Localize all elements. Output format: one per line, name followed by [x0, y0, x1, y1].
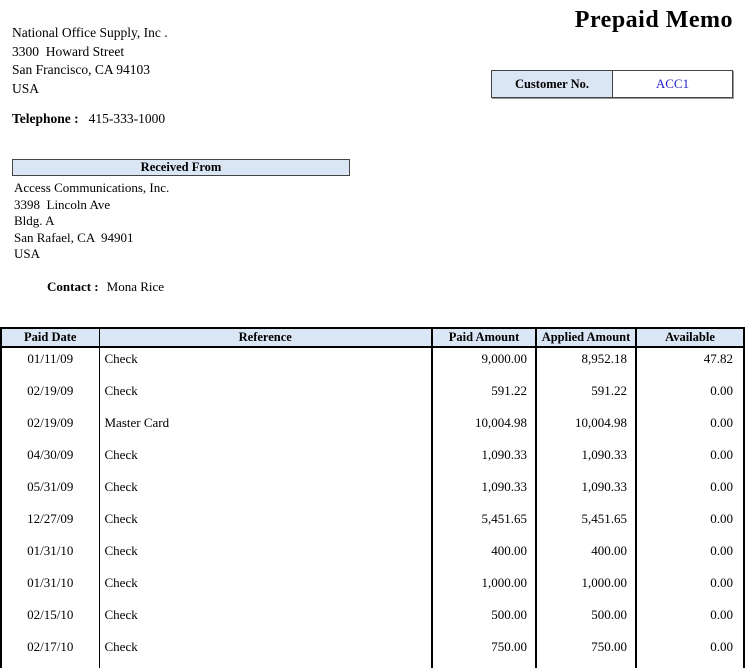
- available-cell: 0.00: [635, 380, 745, 412]
- applied-amount-cell: 591.22: [535, 380, 636, 412]
- paid-amount-cell: 1,090.33: [431, 476, 536, 508]
- paid-date-cell: 01/31/10: [0, 572, 99, 604]
- available-cell: 0.00: [635, 444, 745, 476]
- paid-amount-cell: 10,004.98: [431, 412, 536, 444]
- customer-number-box: Customer No. ACC1: [491, 70, 733, 98]
- table-row: 01/11/09 Check 9,000.00 8,952.18 47.82: [0, 347, 745, 380]
- available-cell: 0.00: [635, 508, 745, 540]
- contact-label: Contact :: [47, 279, 99, 294]
- received-from-address-line2: Bldg. A: [14, 213, 55, 228]
- contact-value: Mona Rice: [106, 279, 165, 294]
- company-address-line1: 3300 Howard Street: [12, 43, 125, 59]
- received-from-address-line3: San Rafael, CA 94901: [14, 229, 134, 245]
- company-telephone-label: Telephone :: [12, 111, 79, 126]
- reference-cell: Check: [98, 444, 432, 476]
- payments-table: Paid Date Reference Paid Amount Applied …: [0, 327, 745, 668]
- column-header-applied-amount: Applied Amount: [535, 327, 636, 348]
- company-telephone-value: 415-333-1000: [88, 111, 166, 126]
- company-address-block: National Office Supply, Inc . 3300 Howar…: [12, 24, 168, 98]
- page-title: Prepaid Memo: [574, 7, 733, 33]
- reference-cell: Check: [98, 380, 432, 412]
- reference-cell: Check: [98, 347, 432, 380]
- table-row: 02/17/10 Check 750.00 750.00 0.00: [0, 636, 745, 668]
- paid-date-cell: 05/31/09: [0, 476, 99, 508]
- column-header-paid-date: Paid Date: [0, 327, 99, 348]
- table-header-row: Paid Date Reference Paid Amount Applied …: [0, 327, 745, 348]
- applied-amount-cell: 500.00: [535, 604, 636, 636]
- table-row: 04/30/09 Check 1,090.33 1,090.33 0.00: [0, 444, 745, 476]
- available-cell: 0.00: [635, 540, 745, 572]
- paid-amount-cell: 750.00: [431, 636, 536, 668]
- applied-amount-cell: 400.00: [535, 540, 636, 572]
- paid-amount-cell: 9,000.00: [431, 347, 536, 380]
- received-from-contact: Contact : Mona Rice: [34, 263, 173, 313]
- reference-cell: Check: [98, 572, 432, 604]
- column-header-reference: Reference: [98, 327, 432, 348]
- paid-amount-cell: 591.22: [431, 380, 536, 412]
- company-address-line2: San Francisco, CA 94103: [12, 62, 150, 77]
- table-row: 01/31/10 Check 400.00 400.00 0.00: [0, 540, 745, 572]
- reference-cell: Check: [98, 540, 432, 572]
- reference-cell: Check: [98, 508, 432, 540]
- memo-table-body: 01/11/09 Check 9,000.00 8,952.18 47.82 02/19/…: [0, 347, 745, 668]
- available-cell: 0.00: [635, 412, 745, 444]
- paid-date-cell: 01/11/09: [0, 347, 99, 380]
- paid-date-cell: 02/19/09: [0, 412, 99, 444]
- column-header-available: Available: [635, 327, 745, 348]
- paid-date-cell: 04/30/09: [0, 444, 99, 476]
- company-country: USA: [12, 80, 40, 96]
- company-telephone: Telephone : 415-333-1000: [12, 111, 165, 127]
- table-row: 02/19/09 Master Card 10,004.98 10,004.98 0.0…: [0, 412, 745, 444]
- available-cell: 47.82: [635, 347, 745, 380]
- applied-amount-cell: 10,004.98: [535, 412, 636, 444]
- paid-date-cell: 02/17/10: [0, 636, 99, 668]
- customer-number-label: Customer No.: [492, 71, 613, 97]
- paid-amount-cell: 1,090.33: [431, 444, 536, 476]
- applied-amount-cell: 1,000.00: [535, 572, 636, 604]
- available-cell: 0.00: [635, 572, 745, 604]
- applied-amount-cell: 1,090.33: [535, 476, 636, 508]
- paid-amount-cell: 500.00: [431, 604, 536, 636]
- reference-cell: Check: [98, 476, 432, 508]
- customer-number-value: ACC1: [655, 76, 690, 91]
- applied-amount-cell: 750.00: [535, 636, 636, 668]
- reference-cell: Check: [98, 604, 432, 636]
- available-cell: 0.00: [635, 636, 745, 668]
- applied-amount-cell: 5,451.65: [535, 508, 636, 540]
- table-row: 02/15/10 Check 500.00 500.00 0.00: [0, 604, 745, 636]
- paid-date-cell: 12/27/09: [0, 508, 99, 540]
- table-row: 02/19/09 Check 591.22 591.22 0.00: [0, 380, 745, 412]
- company-name: National Office Supply, Inc .: [12, 25, 168, 40]
- applied-amount-cell: 1,090.33: [535, 444, 636, 476]
- paid-amount-cell: 1,000.00: [431, 572, 536, 604]
- received-from-country: USA: [14, 246, 41, 261]
- column-header-paid-amount: Paid Amount: [431, 327, 536, 348]
- applied-amount-cell: 8,952.18: [535, 347, 636, 380]
- available-cell: 0.00: [635, 604, 745, 636]
- reference-cell: Master Card: [98, 412, 432, 444]
- table-row: 12/27/09 Check 5,451.65 5,451.65 0.00: [0, 508, 745, 540]
- received-from-name: Access Communications, Inc.: [14, 180, 170, 195]
- paid-date-cell: 02/15/10: [0, 604, 99, 636]
- paid-date-cell: 01/31/10: [0, 540, 99, 572]
- table-row: 05/31/09 Check 1,090.33 1,090.33 0.00: [0, 476, 745, 508]
- received-from-address-line1: 3398 Lincoln Ave: [14, 196, 111, 212]
- paid-date-cell: 02/19/09: [0, 380, 99, 412]
- available-cell: 0.00: [635, 476, 745, 508]
- paid-amount-cell: 5,451.65: [431, 508, 536, 540]
- reference-cell: Check: [98, 636, 432, 668]
- paid-amount-cell: 400.00: [431, 540, 536, 572]
- received-from-header: Received From: [12, 159, 350, 176]
- table-row: 01/31/10 Check 1,000.00 1,000.00 0.00: [0, 572, 745, 604]
